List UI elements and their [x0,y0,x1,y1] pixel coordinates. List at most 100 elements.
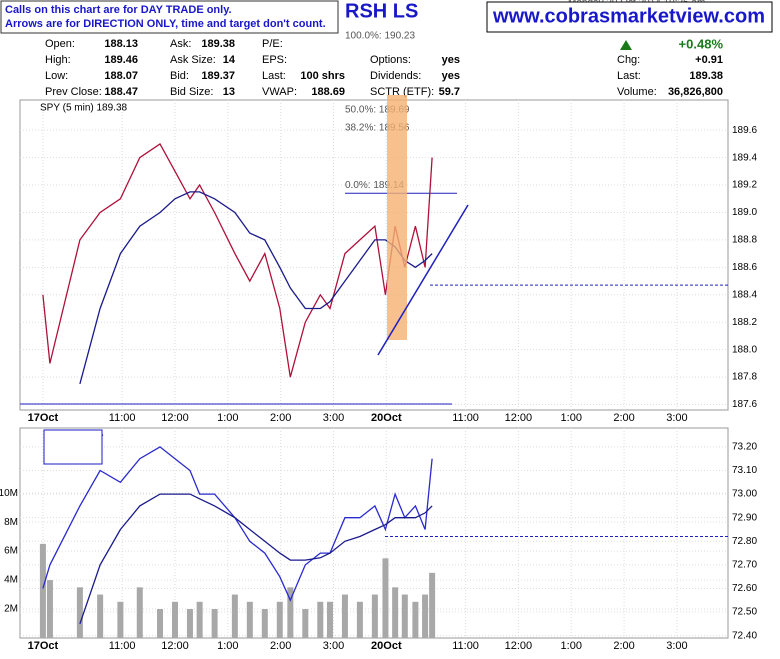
url-box [486,1,773,33]
x-tick-label: 11:00 [109,412,136,424]
fib-label: 50.0%: 189.69 [345,104,410,115]
price-line [42,446,433,602]
y2-tick-label: 73.00 [732,489,757,500]
x-tick-label: 3:00 [323,640,344,652]
x-tick-label: 12:00 [161,640,189,652]
x-tick-label: 2:00 [270,640,291,652]
quote-label: Ask Size: [170,54,216,66]
quote-label: Ask: [170,38,191,50]
volume-bar [136,587,143,638]
x-tick-label: 11:00 [109,640,136,652]
volume-bar [356,601,363,638]
volume-bar [76,587,83,638]
quote-label: EPS: [262,54,287,66]
quote-label: Open: [45,38,75,50]
volume-bar [412,601,419,638]
quote-value: 189.38 [201,38,235,50]
quote-value: 188.13 [104,38,138,50]
quote-label: VWAP: [262,86,297,98]
url: www.cobrasmarketview.com [492,5,765,27]
y-tick-label: 2M [4,604,18,615]
up-arrow [620,40,632,50]
notice-box [0,0,339,34]
quote-value: 188.07 [104,70,138,82]
quote-value: yes [442,54,460,66]
y-tick-label: 188.6 [732,262,757,273]
x-tick-label: 20Oct [371,412,402,424]
fib-label: 100.0%: 190.23 [345,30,415,41]
quote-value: 14 [223,54,236,66]
quote-value: 100 shrs [300,70,345,82]
y-tick-label: 188.8 [732,235,757,246]
x-tick-label: 1:00 [561,412,582,424]
symbol: RSH LS [345,0,418,22]
x-tick-label: 17Oct [28,412,59,424]
volume-bar [211,609,218,638]
price-panel [19,99,729,411]
volume-bar [401,594,408,638]
volume-bar [302,609,309,638]
quote-label: Chg: [617,54,640,66]
volume-bar [39,543,46,638]
quote-value: 13 [223,86,235,98]
y-tick-label: 188.0 [732,344,757,355]
quote-label: Last: [617,70,641,82]
x-tick-label: 11:00 [452,412,479,424]
x-tick-label: 12:00 [505,412,533,424]
volume-bar [46,580,53,638]
x-tick-label: 2:00 [613,412,634,424]
y2-tick-label: 72.60 [732,583,757,594]
y2-tick-label: 72.90 [732,512,757,523]
trend-line [377,204,469,356]
x-tick-label: 3:00 [666,412,687,424]
fib-label: 38.2%: 189.56 [345,122,410,133]
x-tick-label: 12:00 [505,640,533,652]
quote-label: High: [45,54,71,66]
volume-bar [276,601,283,638]
quote-label: Bid Size: [170,86,213,98]
x-tick-label: 3:00 [666,640,687,652]
x-tick-label: 12:00 [161,412,189,424]
y2-tick-label: 73.10 [732,465,757,476]
x-tick-label: 2:00 [270,412,291,424]
y-tick-label: 8M [4,517,18,528]
y-tick-label: 189.6 [732,125,757,136]
volume-bar [287,587,294,638]
volume-bar [246,601,253,638]
volume-bar [317,601,324,638]
quote-value: 189.37 [201,70,235,82]
volume-bar [382,558,389,638]
y-tick-label: 189.0 [732,207,757,218]
volume-bar [97,594,104,638]
y-tick-label: 189.4 [732,152,757,163]
volume-bar [157,609,164,638]
y-tick-label: 188.4 [732,289,757,300]
y-tick-label: 187.8 [732,372,757,383]
change-pct: +0.48% [679,36,724,51]
quote-value: 189.46 [104,54,138,66]
volume-bar [231,594,238,638]
quote-label: SCTR (ETF): [370,86,434,98]
volume-bar [429,572,436,638]
quote-value: 36,826,800 [668,86,723,98]
quote-value: 188.47 [104,86,138,98]
volume-bar [186,609,193,638]
notice-line: Arrows are for DIRECTION ONLY, time and … [5,18,326,30]
volume-bar [196,601,203,638]
volume-bar [341,594,348,638]
y-tick-label: 6M [4,546,18,557]
volume-bar [392,587,399,638]
volume-bar [371,594,378,638]
quote-label: Dividends: [370,70,421,82]
x-tick-label: 20Oct [371,640,402,652]
quote-label: P/E: [262,38,283,50]
y2-tick-label: 73.20 [732,442,757,453]
quote-value: 189.38 [689,70,723,82]
y-tick-label: 187.6 [732,399,757,410]
y-tick-label: 4M [4,575,18,586]
y-tick-label: 10M [0,488,18,499]
y2-tick-label: 72.40 [732,630,757,641]
volume-bar [326,601,333,638]
